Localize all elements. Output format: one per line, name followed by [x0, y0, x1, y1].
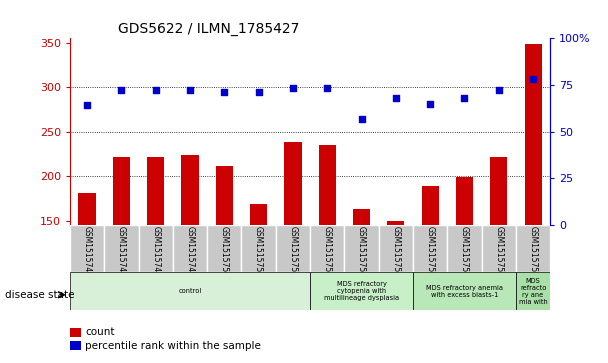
Point	[425, 101, 435, 106]
Bar	[353, 209, 370, 225]
Text: GSM1515746: GSM1515746	[83, 227, 92, 278]
Point	[494, 87, 503, 93]
Bar	[241, 225, 276, 272]
Text: GSM1515758: GSM1515758	[494, 227, 503, 277]
Bar	[147, 158, 164, 225]
Bar	[70, 341, 81, 350]
Bar	[70, 328, 81, 337]
Bar	[285, 142, 302, 225]
Bar	[413, 225, 447, 272]
Bar	[516, 225, 550, 272]
Text: GSM1515750: GSM1515750	[220, 227, 229, 278]
Text: GSM1515754: GSM1515754	[357, 227, 366, 278]
Point	[117, 87, 126, 93]
Text: control: control	[178, 288, 202, 294]
Bar	[104, 225, 139, 272]
Bar	[216, 166, 233, 225]
Text: GDS5622 / ILMN_1785427: GDS5622 / ILMN_1785427	[118, 22, 299, 36]
Bar	[70, 272, 310, 310]
Bar	[421, 186, 439, 225]
Point	[391, 95, 401, 101]
Text: GSM1515755: GSM1515755	[392, 227, 400, 278]
Bar	[207, 225, 241, 272]
Point	[288, 85, 298, 90]
Point	[185, 87, 195, 93]
Text: disease state: disease state	[5, 290, 74, 300]
Text: GSM1515747: GSM1515747	[117, 227, 126, 278]
Point	[82, 102, 92, 108]
Text: MDS
refracto
ry ane
mia with: MDS refracto ry ane mia with	[519, 278, 547, 305]
Bar	[310, 225, 344, 272]
Bar	[447, 225, 482, 272]
Text: GSM1515749: GSM1515749	[185, 227, 195, 278]
Point	[151, 87, 161, 93]
Bar	[113, 158, 130, 225]
Point	[254, 89, 263, 95]
Bar	[456, 177, 473, 225]
Point	[219, 89, 229, 95]
Text: GSM1515753: GSM1515753	[323, 227, 332, 278]
Point	[528, 76, 538, 82]
Bar	[413, 272, 516, 310]
Bar	[173, 225, 207, 272]
Text: MDS refractory
cytopenia with
multilineage dysplasia: MDS refractory cytopenia with multilinea…	[324, 281, 399, 301]
Text: percentile rank within the sample: percentile rank within the sample	[85, 341, 261, 351]
Text: GSM1515748: GSM1515748	[151, 227, 160, 277]
Bar	[250, 204, 267, 225]
Text: GSM1515757: GSM1515757	[460, 227, 469, 278]
Bar	[139, 225, 173, 272]
Text: count: count	[85, 327, 115, 337]
Point	[357, 115, 367, 121]
Bar	[379, 225, 413, 272]
Bar	[319, 145, 336, 225]
Bar	[525, 44, 542, 225]
Text: MDS refractory anemia
with excess blasts-1: MDS refractory anemia with excess blasts…	[426, 285, 503, 298]
Bar	[181, 155, 199, 225]
Bar	[490, 158, 507, 225]
Text: GSM1515752: GSM1515752	[288, 227, 297, 277]
Text: GSM1515751: GSM1515751	[254, 227, 263, 277]
Text: GSM1515756: GSM1515756	[426, 227, 435, 278]
Text: GSM1515759: GSM1515759	[528, 227, 537, 278]
Point	[322, 85, 332, 90]
Bar	[310, 272, 413, 310]
Bar	[276, 225, 310, 272]
Point	[460, 95, 469, 101]
Bar	[78, 193, 95, 225]
Bar	[387, 221, 404, 225]
Bar	[344, 225, 379, 272]
Bar	[482, 225, 516, 272]
Bar	[516, 272, 550, 310]
Bar	[70, 225, 104, 272]
